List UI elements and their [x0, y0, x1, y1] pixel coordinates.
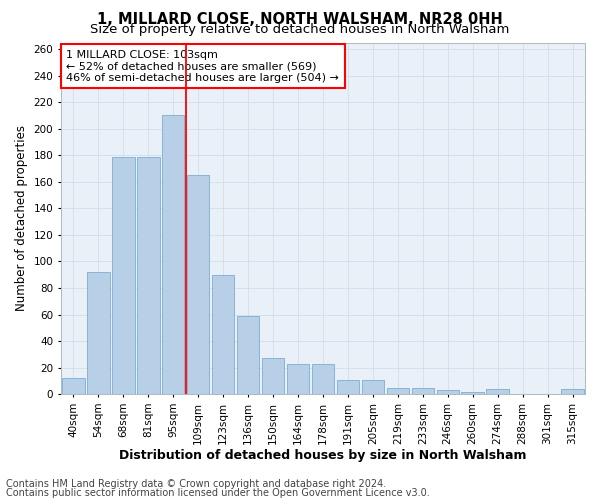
Bar	[337, 380, 359, 394]
Text: Contains public sector information licensed under the Open Government Licence v3: Contains public sector information licen…	[6, 488, 430, 498]
Bar	[162, 116, 184, 394]
Bar	[137, 156, 160, 394]
Bar	[212, 274, 235, 394]
Bar	[87, 272, 110, 394]
Bar	[187, 175, 209, 394]
Bar	[287, 364, 309, 394]
Bar	[112, 156, 134, 394]
Bar	[461, 392, 484, 394]
Bar	[62, 378, 85, 394]
Bar	[312, 364, 334, 394]
Text: 1, MILLARD CLOSE, NORTH WALSHAM, NR28 0HH: 1, MILLARD CLOSE, NORTH WALSHAM, NR28 0H…	[97, 12, 503, 26]
Bar	[561, 389, 584, 394]
Bar	[362, 380, 384, 394]
Text: Contains HM Land Registry data © Crown copyright and database right 2024.: Contains HM Land Registry data © Crown c…	[6, 479, 386, 489]
Y-axis label: Number of detached properties: Number of detached properties	[15, 126, 28, 312]
Text: Size of property relative to detached houses in North Walsham: Size of property relative to detached ho…	[91, 22, 509, 36]
Bar	[237, 316, 259, 394]
Bar	[386, 388, 409, 394]
X-axis label: Distribution of detached houses by size in North Walsham: Distribution of detached houses by size …	[119, 450, 527, 462]
Bar	[437, 390, 459, 394]
Bar	[487, 389, 509, 394]
Text: 1 MILLARD CLOSE: 103sqm
← 52% of detached houses are smaller (569)
46% of semi-d: 1 MILLARD CLOSE: 103sqm ← 52% of detache…	[66, 50, 339, 82]
Bar	[262, 358, 284, 394]
Bar	[412, 388, 434, 394]
